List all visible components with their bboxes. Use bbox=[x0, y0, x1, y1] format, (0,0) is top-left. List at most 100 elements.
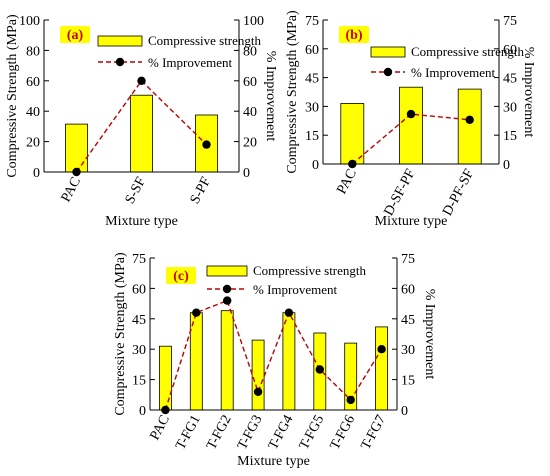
panel-label: (c) bbox=[173, 269, 189, 284]
improvement-point bbox=[192, 308, 201, 317]
improvement-point bbox=[161, 405, 170, 415]
improvement-point bbox=[465, 115, 474, 125]
legend-marker-swatch bbox=[115, 57, 125, 67]
x-tick-label: S-SF bbox=[123, 175, 149, 207]
y-tick-label: 30 bbox=[305, 100, 319, 115]
legend: Compressive strength % Improvement bbox=[206, 263, 367, 297]
chart-panel-2: 0 15 30 45 60 75 0 15 30 45 60 75 PAC D-SF-PF D-PF-SF C… bbox=[285, 10, 536, 229]
y2-tick-label: 40 bbox=[243, 105, 257, 120]
panel-badge bbox=[60, 26, 90, 43]
x-tick-label: T-FG7 bbox=[359, 413, 390, 453]
x-tick-label: T-FG2 bbox=[204, 413, 235, 453]
y2-tick-label: 60 bbox=[503, 43, 517, 58]
improvement-point bbox=[202, 140, 211, 149]
y-tick-label: 15 bbox=[305, 129, 319, 144]
bar bbox=[220, 310, 234, 411]
legend: Compressive strength % Improvement bbox=[370, 44, 525, 80]
x-tick-label: D-PF-SF bbox=[440, 167, 477, 219]
improvement-point bbox=[137, 76, 146, 86]
bar bbox=[399, 86, 423, 165]
legend-marker-swatch bbox=[222, 284, 232, 294]
x-tick-label: T-FG3 bbox=[235, 413, 266, 453]
x-tick-label: T-FG6 bbox=[328, 413, 359, 453]
bar bbox=[340, 103, 365, 165]
improvement-point bbox=[346, 395, 355, 405]
x-axis-title: Mixture type bbox=[237, 454, 310, 469]
improvement-point bbox=[348, 159, 357, 169]
x-tick-label: S-PF bbox=[188, 175, 214, 207]
x-tick-label: D-SF-PF bbox=[382, 167, 419, 219]
y2-tick-label: 75 bbox=[401, 252, 415, 267]
x-tick-label: PAC bbox=[148, 413, 173, 443]
improvement-line bbox=[351, 113, 470, 165]
bar bbox=[251, 339, 265, 411]
y-tick-label: 75 bbox=[132, 252, 146, 267]
y-tick-label: 45 bbox=[305, 72, 319, 87]
legend-label-compressive: Compressive strength bbox=[411, 44, 525, 59]
improvement-point bbox=[223, 296, 232, 305]
improvement-point bbox=[315, 365, 324, 374]
y2-tick-label: 80 bbox=[243, 44, 257, 59]
bar bbox=[158, 345, 172, 411]
x-tick-label: T-FG5 bbox=[297, 413, 328, 453]
improvement-point bbox=[253, 387, 263, 396]
y-tick-label: 75 bbox=[305, 14, 319, 29]
bar bbox=[130, 94, 153, 173]
y2-axis-title: % Improvement bbox=[521, 47, 536, 138]
panel-label: (b) bbox=[345, 28, 362, 43]
y-tick-label: 0 bbox=[33, 166, 40, 181]
y-axis-title: Compressive Strength (MPa) bbox=[5, 14, 20, 178]
y2-tick-label: 0 bbox=[243, 166, 250, 181]
improvement-point bbox=[377, 345, 386, 354]
improvement-point bbox=[284, 308, 294, 317]
legend-label-compressive: Compressive strength bbox=[253, 263, 367, 278]
y-tick-label: 60 bbox=[132, 282, 146, 297]
y2-tick-label: 45 bbox=[401, 313, 415, 328]
legend-label-improvement: % Improvement bbox=[253, 282, 338, 297]
legend-bar-swatch bbox=[206, 265, 248, 277]
y2-tick-label: 15 bbox=[401, 374, 415, 389]
y2-tick-label: 0 bbox=[401, 404, 408, 419]
y2-tick-label: 20 bbox=[243, 136, 257, 151]
y-tick-label: 60 bbox=[26, 75, 40, 90]
x-axis-title: Mixture type bbox=[105, 214, 178, 229]
bar bbox=[457, 88, 482, 165]
y2-tick-label: 60 bbox=[243, 75, 257, 90]
y-tick-label: 15 bbox=[132, 374, 146, 389]
legend-label-compressive: Compressive strength bbox=[148, 33, 262, 48]
bar bbox=[375, 326, 389, 411]
y2-tick-label: 15 bbox=[503, 129, 517, 144]
y-tick-label: 0 bbox=[139, 404, 146, 419]
chart-panel-1: 0 20 40 60 80 100 0 20 40 60 80 100 PAC S-SF S-PF Compr… bbox=[5, 14, 278, 229]
improvement-point bbox=[406, 109, 416, 119]
legend-label-improvement: % Improvement bbox=[148, 55, 233, 70]
y-tick-label: 45 bbox=[132, 313, 146, 328]
y-tick-label: 20 bbox=[26, 136, 40, 151]
y-tick-label: 100 bbox=[19, 14, 40, 29]
legend-bar-swatch bbox=[97, 35, 143, 47]
y2-tick-label: 45 bbox=[503, 72, 517, 87]
y-tick-label: 30 bbox=[132, 343, 146, 358]
y-tick-label: 80 bbox=[26, 44, 40, 59]
y2-tick-label: 100 bbox=[243, 14, 264, 29]
panel-label: (a) bbox=[67, 28, 84, 43]
y-tick-label: 40 bbox=[26, 105, 40, 120]
x-tick-label: T-FG1 bbox=[173, 413, 204, 453]
x-axis-title: Mixture type bbox=[375, 214, 448, 229]
panel-badge bbox=[339, 26, 369, 43]
legend-label-improvement: % Improvement bbox=[411, 65, 496, 80]
improvement-line bbox=[75, 79, 207, 173]
y2-axis-title: % Improvement bbox=[422, 289, 437, 380]
legend: Compressive strength % Improvement bbox=[97, 33, 262, 70]
y2-axis-title: % Improvement bbox=[263, 51, 278, 142]
y-axis-title: Compressive Strength (MPa) bbox=[113, 252, 128, 416]
bar bbox=[65, 123, 88, 173]
y2-tick-label: 60 bbox=[401, 282, 415, 297]
improvement-line bbox=[164, 299, 383, 411]
panel-badge bbox=[166, 267, 196, 284]
x-tick-label: T-FG4 bbox=[266, 413, 297, 453]
legend-bar-swatch bbox=[370, 46, 406, 58]
y-tick-label: 0 bbox=[312, 158, 319, 173]
x-tick-label: PAC bbox=[59, 175, 84, 205]
